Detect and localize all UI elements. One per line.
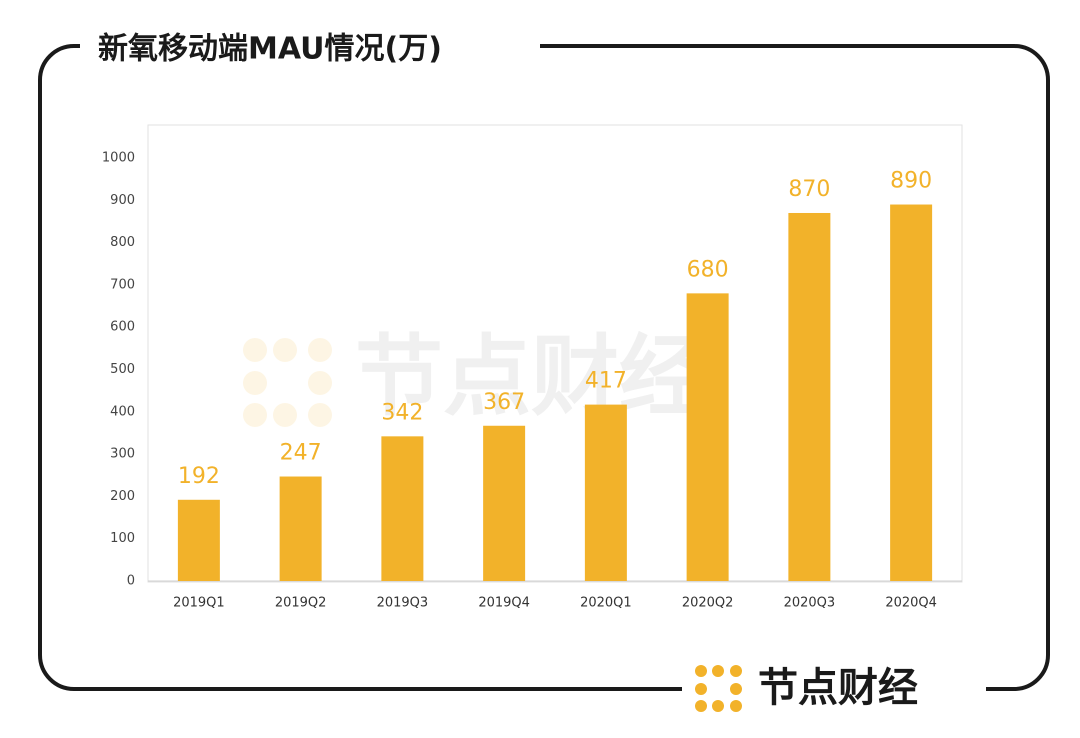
- plot-frame: [147, 124, 963, 583]
- bar: [381, 436, 424, 581]
- value-label: 192: [178, 464, 220, 489]
- value-label: 247: [280, 441, 322, 466]
- y-tick-label: 800: [110, 235, 135, 250]
- y-tick-label: 500: [110, 362, 135, 377]
- watermark: 节点财经: [243, 325, 707, 428]
- x-tick-label: 2020Q2: [682, 596, 734, 611]
- bar: [177, 499, 220, 581]
- watermark-text: 节点财经: [355, 325, 707, 428]
- x-tick-label: 2019Q1: [173, 596, 225, 611]
- value-label: 890: [890, 169, 932, 194]
- value-label: 417: [585, 369, 627, 394]
- brand-logo: 节点财经: [695, 665, 918, 712]
- bar: [584, 404, 627, 581]
- value-label: 342: [381, 400, 423, 425]
- y-tick-label: 1000: [102, 151, 135, 166]
- y-tick-label: 900: [110, 193, 135, 208]
- x-tick-label: 2020Q1: [580, 596, 632, 611]
- value-label: 367: [483, 390, 525, 415]
- brand-text: 节点财经: [758, 665, 918, 711]
- x-tick-label: 2019Q4: [478, 596, 530, 611]
- y-tick-label: 200: [110, 489, 135, 504]
- chart-title: 新氧移动端MAU情况(万): [98, 32, 442, 67]
- x-tick-label: 2020Q4: [885, 596, 937, 611]
- frame: [38, 44, 1050, 691]
- plot: 0 100 200 300 400 500 600 700 800 900 1000 2019Q1 19…: [102, 151, 962, 611]
- x-tick-label: 2020Q3: [784, 596, 836, 611]
- bar: [279, 476, 322, 581]
- y-tick-label: 700: [110, 277, 135, 292]
- y-tick-label: 100: [110, 531, 135, 546]
- x-tick-label: 2019Q3: [377, 596, 429, 611]
- bar: [483, 425, 526, 581]
- title-backdrop: [80, 20, 540, 80]
- y-tick-label: 0: [127, 574, 135, 589]
- bar: [788, 212, 831, 582]
- value-label: 680: [687, 257, 729, 282]
- bar: [890, 204, 933, 581]
- y-tick-label: 300: [110, 447, 135, 462]
- bar: [686, 293, 729, 581]
- y-tick-label: 600: [110, 320, 135, 335]
- brand-icon: [695, 665, 742, 712]
- value-label: 870: [788, 177, 830, 202]
- y-tick-label: 400: [110, 404, 135, 419]
- watermark-icon: [243, 338, 332, 427]
- x-tick-label: 2019Q2: [275, 596, 327, 611]
